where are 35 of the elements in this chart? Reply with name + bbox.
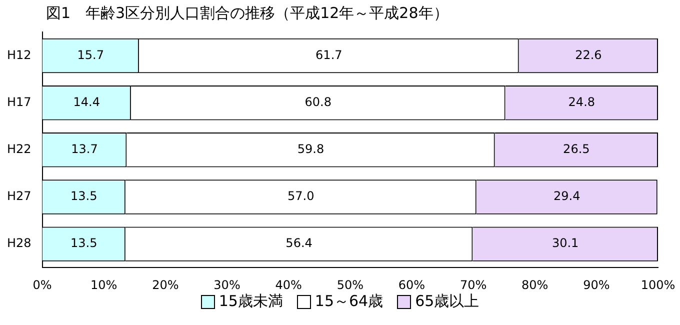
x-tick-label: 20% [152,278,179,292]
data-label: 13.5 [70,189,98,204]
x-tick-label: 80% [522,278,548,292]
data-label: 15.7 [77,48,104,62]
data-label: 60.8 [304,94,332,109]
x-tick-label: 10% [90,278,118,292]
x-tick-label: 50% [336,278,364,292]
legend-label: 65歳以上 [415,292,480,311]
x-tick-label: 30% [214,278,240,292]
y-tick-label: H27 [6,189,32,204]
data-label: 24.8 [568,94,596,109]
y-tick-label: H22 [6,142,32,156]
y-tick-label: H12 [6,48,32,62]
data-label: 61.7 [316,48,342,62]
data-label: 29.4 [554,189,580,204]
x-tick-label: 100% [640,278,676,292]
data-label: 22.6 [575,48,602,62]
y-tick-label: H28 [6,236,32,250]
data-label: 56.4 [286,236,312,250]
x-tick-label: 90% [583,278,610,292]
data-label: 59.8 [297,142,324,156]
data-label: 30.1 [552,236,579,250]
data-label: 14.4 [73,94,100,109]
data-label: 13.5 [70,236,98,250]
x-tick-label: 0% [32,278,52,292]
text: 15～64歳 [314,292,384,311]
x-tick-label: 40% [275,278,302,292]
data-label: 26.5 [563,142,590,156]
legend-label: 15歳未満 [218,292,283,311]
x-tick-label: 70% [460,278,487,292]
x-tick-label: 60% [398,278,426,292]
data-label: 57.0 [288,189,314,204]
chart-title: 図1 年齢3区分別人口割合の推移（平成12年～平成28年） [46,4,448,23]
data-label: 13.7 [71,142,98,156]
y-tick-label: H17 [6,94,32,109]
